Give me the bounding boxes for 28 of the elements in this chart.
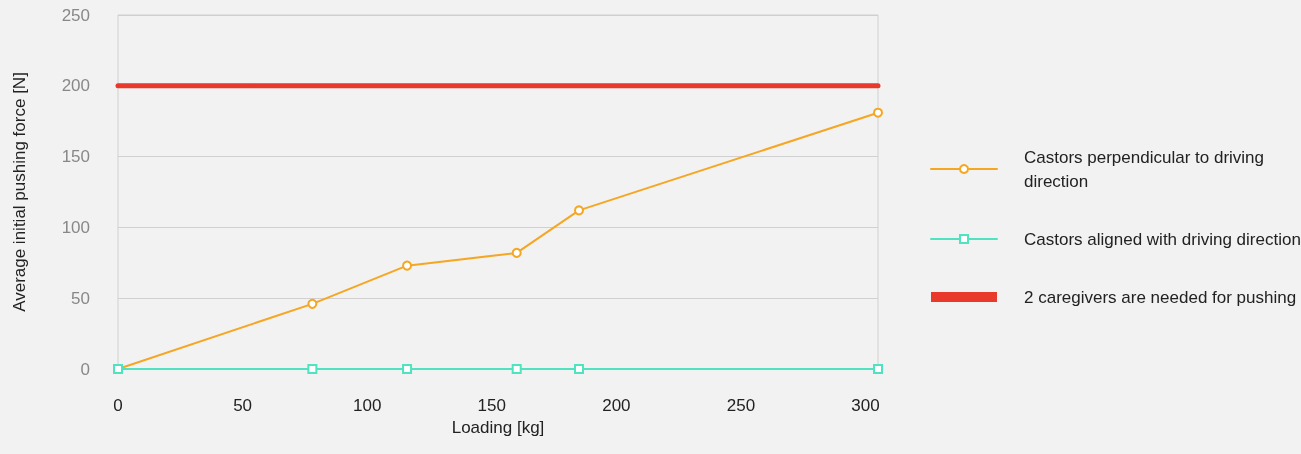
point	[873, 364, 883, 374]
x-tick-label: 300	[851, 396, 880, 415]
x-tick-label: 250	[726, 396, 756, 415]
point	[573, 205, 584, 216]
point	[402, 364, 413, 374]
point	[307, 364, 318, 374]
x-tick-label: 50	[233, 396, 253, 415]
y-tick-label: 50	[71, 288, 90, 308]
y-tick-label: 200	[61, 76, 90, 96]
x-tick-label: 100	[352, 396, 382, 415]
legend-label: Castors perpendicular to driving direction	[1024, 147, 1269, 191]
point	[873, 107, 883, 118]
point	[307, 298, 318, 309]
y-axis-title: Average initial pushing force [N]	[10, 72, 29, 312]
point	[511, 364, 522, 374]
x-tick-label: 200	[602, 396, 631, 415]
legend-label: 2 caregivers are needed for pushing	[1024, 287, 1297, 307]
x-tick-label: 0	[113, 396, 123, 415]
point	[573, 364, 584, 374]
x-axis-title: Loading [kg]	[451, 417, 545, 437]
y-tick-label: 150	[61, 147, 90, 167]
x-tick-label: 150	[477, 396, 506, 415]
legend-label: Castors aligned with driving direction	[1024, 229, 1301, 249]
point	[511, 247, 522, 258]
point	[402, 260, 413, 271]
y-tick-label: 0	[80, 359, 90, 379]
y-tick-label: 250	[61, 5, 90, 25]
y-tick-label: 100	[61, 217, 90, 237]
